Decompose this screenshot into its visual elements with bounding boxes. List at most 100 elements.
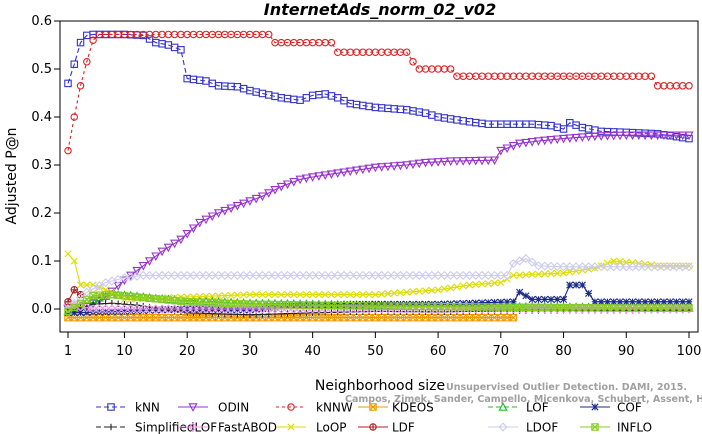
data-point-simplifiedlof bbox=[209, 310, 216, 317]
data-point-loop bbox=[528, 270, 536, 279]
data-point-fastabod bbox=[119, 304, 130, 314]
data-point-fastabod bbox=[101, 304, 111, 314]
data-point-simplifiedlof bbox=[284, 310, 291, 317]
data-point-cof bbox=[390, 300, 398, 308]
data-point-ldof bbox=[577, 262, 587, 272]
data-point-ldof bbox=[138, 270, 148, 280]
data-point-knn bbox=[333, 94, 342, 102]
y-axis-label: Adjusted P@n bbox=[4, 127, 20, 224]
x-tick-label: 100 bbox=[677, 344, 702, 359]
data-point-cof bbox=[490, 298, 499, 306]
data-point-loop bbox=[516, 271, 524, 279]
data-point-ldof bbox=[515, 256, 525, 266]
data-point-cof bbox=[672, 298, 681, 306]
data-point-ldof bbox=[596, 262, 606, 272]
data-point-ldof bbox=[627, 262, 638, 272]
data-point-ldof bbox=[326, 270, 337, 280]
data-point-loop bbox=[76, 281, 85, 289]
data-point-cof bbox=[616, 298, 624, 306]
data-point-odin bbox=[377, 163, 387, 172]
data-point-odin bbox=[584, 132, 594, 142]
data-point-fastabod bbox=[132, 304, 142, 314]
watermark: Unsupervised Outlier Detection. DAMI, 20… bbox=[345, 382, 702, 405]
data-point-knn bbox=[76, 38, 85, 47]
data-point-ldof bbox=[602, 262, 613, 272]
x-axis-label: Neighborhood size bbox=[315, 378, 445, 394]
data-point-ldof bbox=[653, 262, 663, 272]
data-point-cof bbox=[114, 307, 122, 316]
data-point-cof bbox=[472, 299, 480, 307]
data-point-fastabod bbox=[94, 304, 104, 314]
data-point-fastabod bbox=[126, 304, 136, 314]
data-point-odin bbox=[552, 135, 562, 145]
data-point-odin bbox=[364, 164, 374, 174]
data-point-loop bbox=[453, 283, 461, 291]
data-point-ldof bbox=[314, 270, 324, 280]
data-point-odin bbox=[270, 186, 280, 195]
data-point-ldof bbox=[377, 270, 387, 280]
data-point-loop bbox=[421, 287, 430, 295]
data-point-odin bbox=[590, 132, 600, 142]
data-point-lof bbox=[119, 290, 130, 299]
legend-label-fastabod: FastABOD bbox=[218, 421, 277, 434]
data-point-odin bbox=[571, 133, 581, 143]
data-point-ldof bbox=[182, 270, 192, 280]
data-point-loop bbox=[202, 292, 210, 300]
data-point-odin bbox=[144, 257, 155, 266]
data-point-cof bbox=[365, 300, 373, 308]
data-point-loop bbox=[403, 288, 411, 296]
data-point-odin bbox=[653, 131, 663, 141]
data-point-odin bbox=[477, 156, 487, 166]
data-point-odin bbox=[646, 131, 656, 141]
data-point-odin bbox=[213, 209, 224, 218]
data-point-cof bbox=[371, 300, 379, 308]
data-point-cof bbox=[597, 298, 605, 306]
data-point-cof bbox=[76, 308, 85, 317]
data-point-knn bbox=[428, 111, 436, 119]
data-point-odin bbox=[295, 175, 305, 185]
data-point-ldof bbox=[640, 262, 650, 272]
data-point-cof bbox=[654, 298, 662, 306]
data-point-odin bbox=[276, 182, 286, 192]
data-point-loop bbox=[396, 289, 405, 297]
legend-item-lof: LOF bbox=[488, 401, 549, 415]
data-point-loop bbox=[214, 292, 223, 300]
data-point-odin bbox=[138, 262, 148, 271]
data-point-inflo bbox=[83, 295, 91, 304]
data-point-ldof bbox=[464, 270, 475, 280]
data-point-cof bbox=[484, 299, 492, 307]
data-point-ldof bbox=[370, 270, 380, 280]
data-point-loop bbox=[240, 291, 248, 299]
legend-label-cof: COF bbox=[617, 401, 642, 415]
data-point-ldof bbox=[389, 270, 399, 280]
legend-item-knn: kNN bbox=[96, 401, 160, 415]
data-point-odin bbox=[577, 133, 587, 143]
data-point-loop bbox=[64, 250, 72, 258]
legend-item-ldof: LDOF bbox=[488, 421, 558, 434]
legend-item-kdeos: KDEOS bbox=[358, 401, 434, 415]
data-point-odin bbox=[464, 156, 475, 166]
data-point-odin bbox=[308, 173, 318, 182]
data-point-ldof bbox=[220, 270, 230, 280]
data-point-cof bbox=[434, 300, 442, 308]
data-point-odin bbox=[496, 146, 506, 156]
data-point-fastabod bbox=[107, 304, 117, 314]
data-point-ldof bbox=[646, 262, 656, 272]
data-point-ldof bbox=[94, 281, 104, 291]
x-tick-label: 30 bbox=[242, 344, 259, 359]
data-point-ldof bbox=[671, 262, 682, 272]
data-point-simplifiedlof bbox=[347, 308, 354, 316]
data-point-cof bbox=[628, 298, 637, 306]
data-point-loop bbox=[290, 291, 298, 299]
x-tick-label: 90 bbox=[618, 344, 635, 359]
data-point-odin bbox=[452, 157, 462, 166]
data-point-ldf bbox=[64, 298, 72, 306]
data-point-odin bbox=[558, 134, 569, 144]
data-point-odin bbox=[232, 202, 242, 211]
data-point-cof bbox=[145, 306, 154, 315]
data-point-odin bbox=[609, 131, 619, 141]
data-point-fastabod bbox=[220, 304, 230, 314]
data-point-cof bbox=[534, 295, 543, 303]
data-point-loop bbox=[265, 291, 273, 299]
data-point-loop bbox=[283, 291, 292, 299]
